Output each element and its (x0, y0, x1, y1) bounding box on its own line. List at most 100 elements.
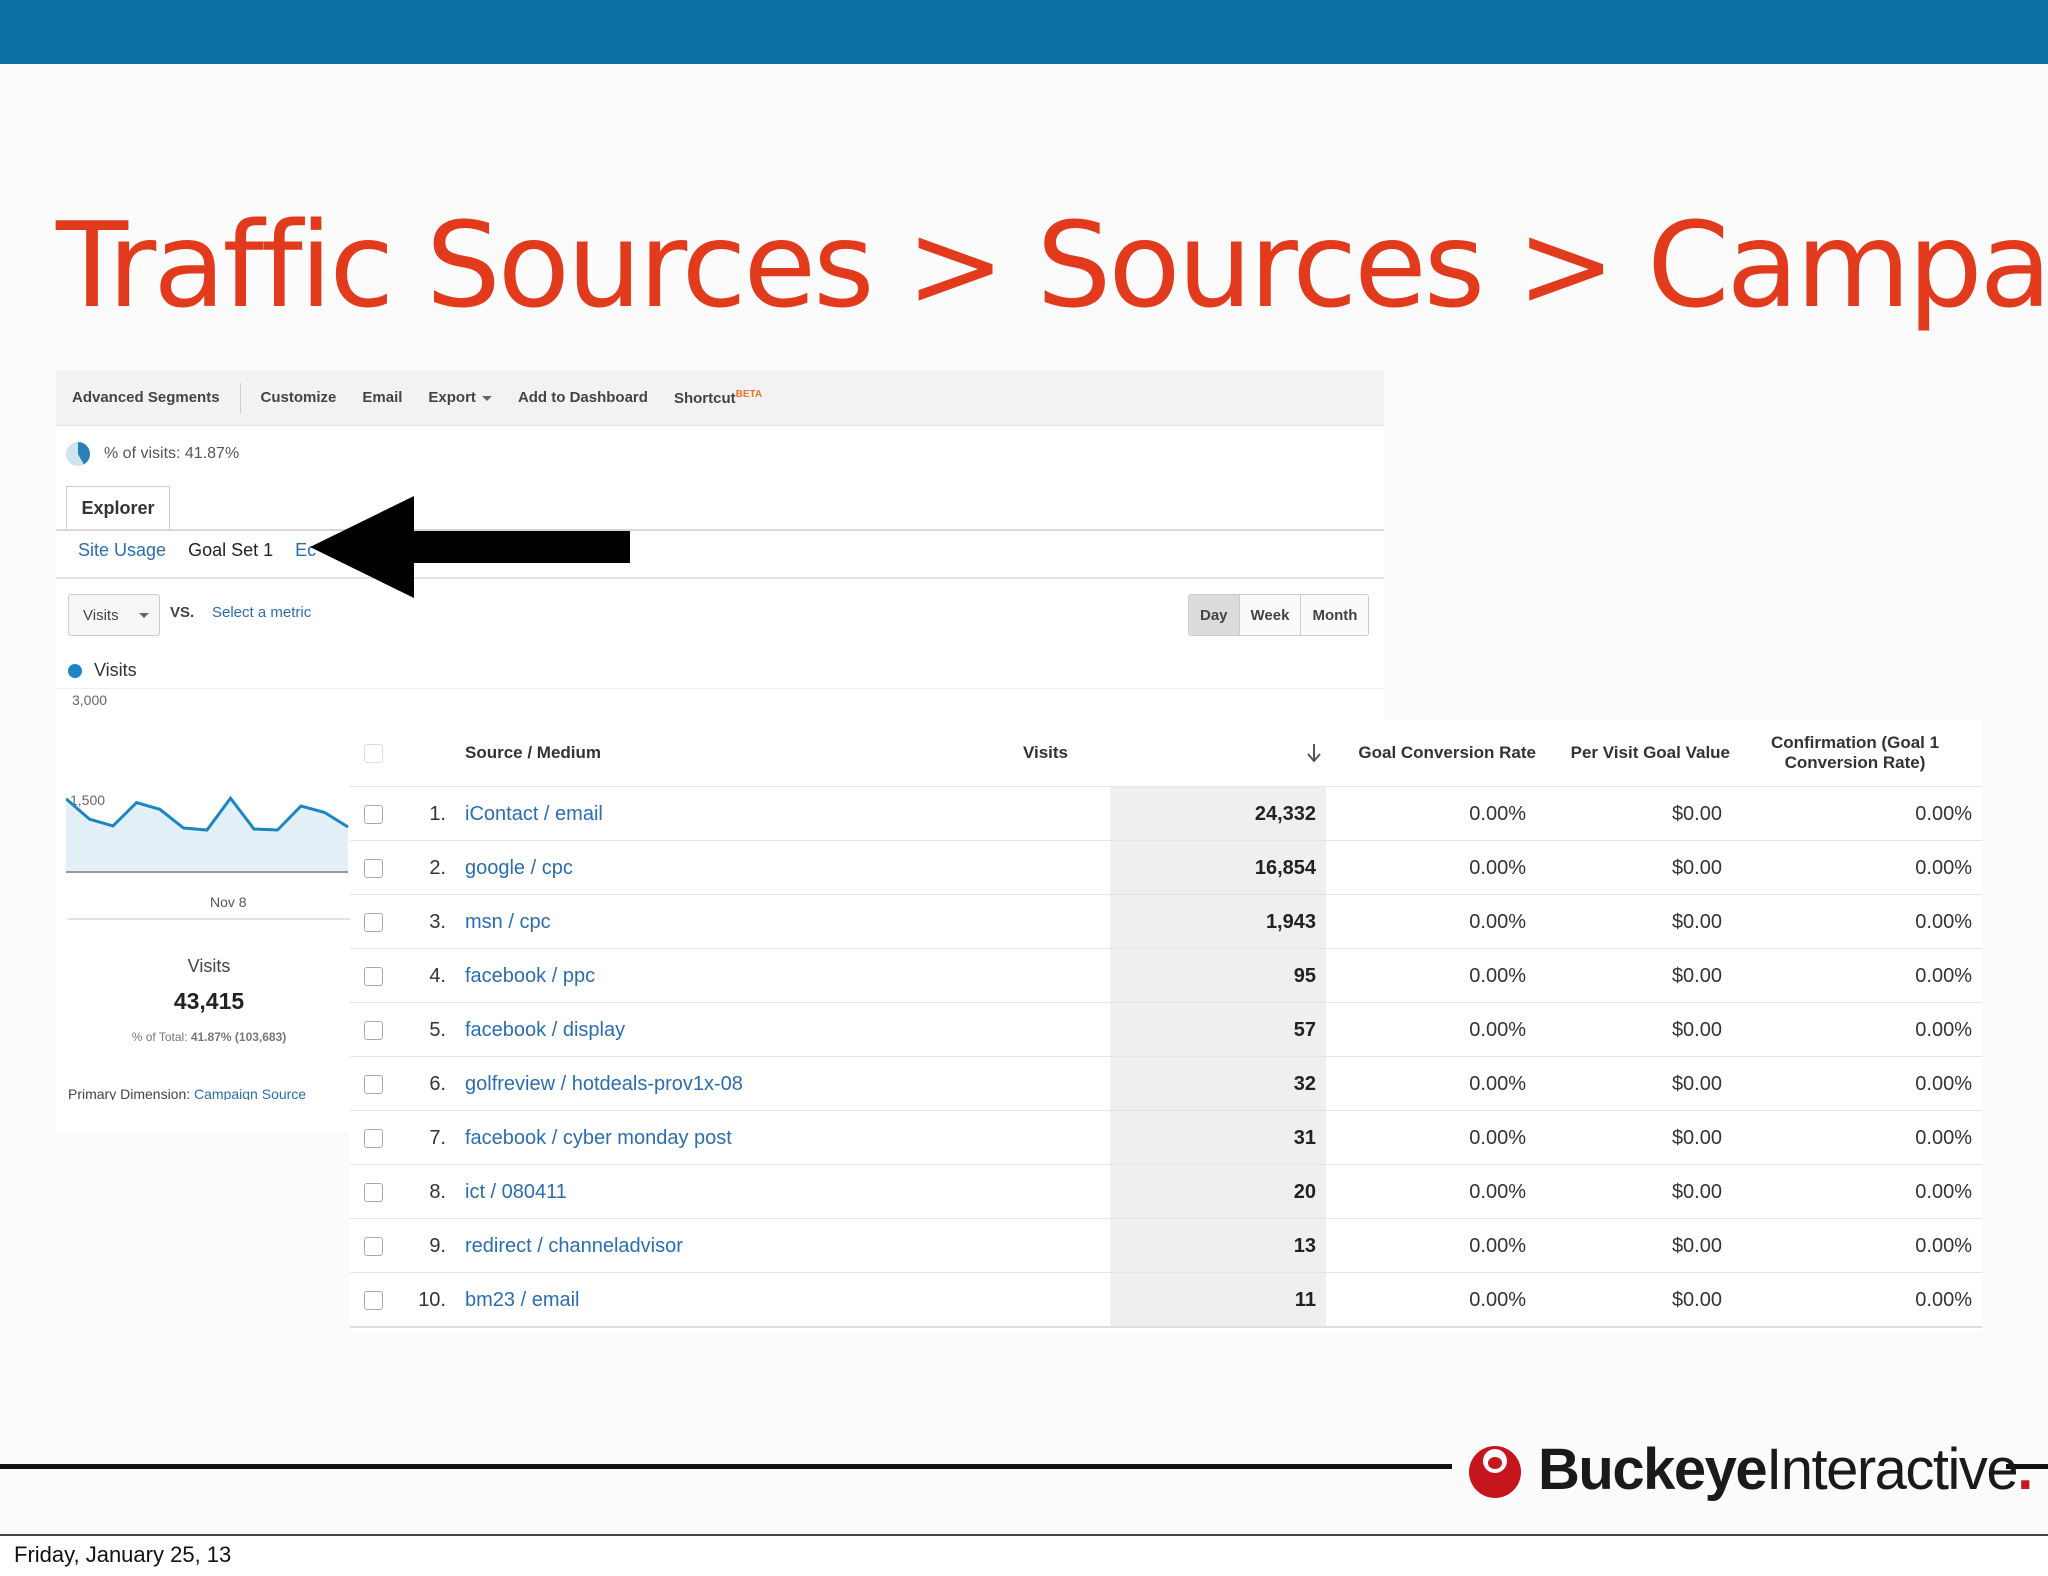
chevron-down-icon (138, 612, 149, 618)
select-metric-link[interactable]: Select a metric (212, 604, 312, 621)
sorted-column-highlight (1110, 786, 1326, 1328)
row-checkbox[interactable] (364, 1182, 383, 1202)
goal-conversion-rate-value: 0.00% (1469, 856, 1526, 879)
source-medium-link[interactable]: bm23 / email (465, 1288, 580, 1311)
row-index: 4. (429, 964, 446, 987)
confirmation-rate-value: 0.00% (1915, 910, 1972, 933)
day-button[interactable]: Day (1189, 595, 1239, 635)
shortcut-button[interactable]: ShortcutBETA (674, 389, 762, 407)
row-index: 8. (429, 1180, 446, 1203)
row-checkbox[interactable] (364, 804, 383, 824)
source-medium-link[interactable]: msn / cpc (465, 910, 551, 933)
source-medium-link[interactable]: redirect / channeladvisor (465, 1234, 683, 1257)
row-checkbox[interactable] (364, 1236, 383, 1256)
summary-metric-label: Visits (187, 956, 231, 976)
row-checkbox[interactable] (364, 858, 383, 878)
period-toggle: Day Week Month (1188, 594, 1370, 636)
subtab-goal-set-1[interactable]: Goal Set 1 (188, 540, 274, 560)
column-header-per-visit-goal-value[interactable]: Per Visit Goal Value (1570, 743, 1730, 762)
primary-dimension-options[interactable]: Campaign Source (194, 1086, 307, 1100)
export-label: Export (428, 389, 476, 406)
export-button[interactable]: Export (428, 389, 492, 406)
subtab-ecommerce[interactable]: Ec (295, 540, 317, 560)
chart-top-border (56, 688, 1384, 689)
footer-rule (0, 1464, 1452, 1469)
per-visit-goal-value: $0.00 (1671, 910, 1722, 933)
row-index: 10. (418, 1288, 446, 1311)
row-checkbox-cell (364, 1165, 383, 1219)
table-row: 3. msn / cpc 1,943 0.00% $0.00 0.00% (350, 894, 1982, 948)
row-checkbox-cell (364, 1003, 383, 1057)
visits-value: 57 (1293, 1018, 1316, 1041)
subtab-site-usage[interactable]: Site Usage (78, 540, 167, 560)
row-index: 3. (429, 910, 446, 933)
per-visit-goal-value: $0.00 (1671, 1288, 1722, 1311)
arrow-down-icon (1307, 744, 1321, 763)
slide-date-caption: Friday, January 25, 13 (14, 1542, 232, 1567)
source-medium-link[interactable]: iContact / email (465, 802, 603, 825)
y-tick-label: 1,500 (70, 792, 106, 808)
confirmation-rate-value: 0.00% (1915, 1018, 1972, 1041)
confirmation-rate-value: 0.00% (1915, 1072, 1972, 1095)
logo-mark-icon (1469, 1445, 1521, 1498)
subtabs-divider (56, 577, 1384, 579)
per-visit-goal-value: $0.00 (1671, 1180, 1722, 1203)
sort-desc-icon[interactable] (1304, 720, 1324, 786)
goal-conversion-rate-value: 0.00% (1469, 964, 1526, 987)
row-checkbox-cell (364, 949, 383, 1003)
slide-title: Traffic Sources > Sources > Campaigns (56, 196, 2048, 334)
summary-metric-value: 43,415 (173, 988, 245, 1014)
per-visit-goal-value: $0.00 (1671, 856, 1722, 879)
source-medium-link[interactable]: facebook / display (465, 1018, 626, 1041)
row-checkbox[interactable] (364, 1290, 383, 1310)
week-button[interactable]: Week (1238, 595, 1301, 635)
visits-line-chart (66, 795, 349, 873)
source-medium-link[interactable]: ict / 080411 (465, 1180, 567, 1203)
row-checkbox[interactable] (364, 912, 383, 932)
source-medium-link[interactable]: google / cpc (465, 856, 573, 879)
footer-rule (2006, 1464, 2048, 1469)
advanced-segments-button[interactable]: Advanced Segments (72, 389, 220, 406)
tab-explorer[interactable]: Explorer (66, 486, 170, 530)
source-medium-link[interactable]: golfreview / hotdeals-prov1x-08 (465, 1072, 743, 1095)
table-row: 10. bm23 / email 11 0.00% $0.00 0.00% (350, 1272, 1982, 1326)
metric-dropdown[interactable]: Visits (68, 594, 160, 636)
visits-value: 1,943 (1265, 910, 1316, 933)
customize-button[interactable]: Customize (260, 389, 337, 406)
confirmation-rate-value: 0.00% (1915, 1180, 1972, 1203)
metric-dropdown-value: Visits (83, 606, 119, 624)
row-checkbox[interactable] (364, 1128, 383, 1148)
row-checkbox[interactable] (364, 1020, 383, 1040)
table-row: 5. facebook / display 57 0.00% $0.00 0.00% (350, 1002, 1982, 1056)
tab-divider (56, 529, 1384, 531)
select-all-checkbox[interactable] (364, 743, 383, 763)
buckeye-interactive-logo: BuckeyeInteractive. (1466, 1436, 2033, 1503)
column-header-visits[interactable]: Visits (1022, 743, 1068, 762)
visits-value: 16,854 (1254, 856, 1316, 879)
email-button[interactable]: Email (362, 389, 403, 406)
table-bottom-border (350, 1326, 1982, 1328)
goal-conversion-rate-value: 0.00% (1469, 1180, 1526, 1203)
logo-text-bold: Buckeye (1538, 1437, 1768, 1502)
column-header-confirmation[interactable]: Confirmation (Goal 1 Conversion Rate) (1750, 720, 1960, 786)
source-medium-link[interactable]: facebook / cyber monday post (465, 1126, 732, 1149)
logo-wordmark: BuckeyeInteractive. (1538, 1436, 2033, 1503)
column-header-goal-conversion-rate[interactable]: Goal Conversion Rate (1358, 743, 1536, 762)
add-to-dashboard-button[interactable]: Add to Dashboard (517, 389, 648, 406)
segment-label: % of visits: 41.87% (104, 445, 240, 462)
visits-value: 24,332 (1254, 802, 1316, 825)
column-header-source-medium[interactable]: Source / Medium (465, 743, 602, 762)
confirmation-header-line2: Conversion Rate) (1784, 753, 1926, 772)
row-index: 2. (429, 856, 446, 879)
month-button[interactable]: Month (1300, 595, 1369, 635)
row-checkbox[interactable] (364, 966, 383, 986)
source-medium-link[interactable]: facebook / ppc (465, 964, 596, 987)
row-checkbox[interactable] (364, 1074, 383, 1094)
explorer-subtabs: Site Usage Goal Set 1 Ec (78, 540, 338, 561)
select-all-checkbox-cell (364, 720, 383, 786)
confirmation-header-line1: Confirmation (Goal 1 (1770, 733, 1940, 752)
row-index: 6. (429, 1072, 446, 1095)
confirmation-rate-value: 0.00% (1915, 802, 1972, 825)
confirmation-rate-value: 0.00% (1915, 964, 1972, 987)
goal-conversion-rate-value: 0.00% (1469, 1072, 1526, 1095)
